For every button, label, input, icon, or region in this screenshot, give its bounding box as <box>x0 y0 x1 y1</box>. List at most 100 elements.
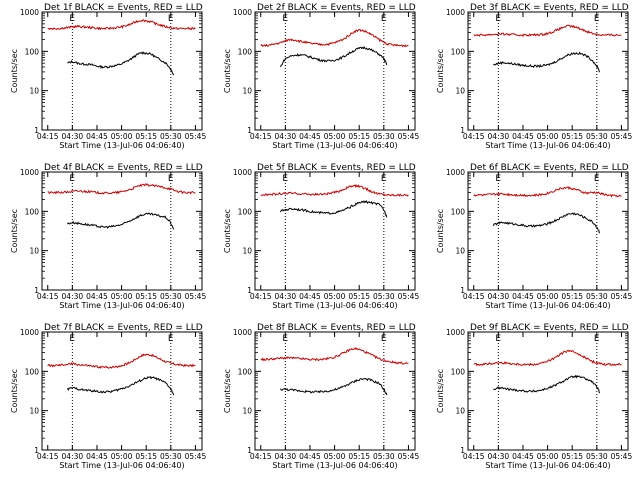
x-tick-label: 05:45 <box>611 452 633 461</box>
panel-det-7: Det 7f BLACK = Events, RED = LLD 1 10 100 10… <box>10 323 206 470</box>
y-tick-label: 100 <box>25 47 40 56</box>
y-tick-label: 1 <box>247 286 252 295</box>
y-tick-label: 1 <box>460 446 465 455</box>
event-marker-label: E <box>381 334 387 344</box>
series-lld <box>47 353 196 369</box>
series-events <box>279 377 388 396</box>
series-lld <box>473 349 622 367</box>
x-tick-label: 04:30 <box>62 452 84 461</box>
x-tick-label: 05:00 <box>537 292 559 301</box>
series-lld <box>260 347 409 365</box>
y-tick-label: 10 <box>455 87 465 96</box>
y-tick-label: 1 <box>247 126 252 135</box>
x-axis-label: Start Time (13-Jul-06 04:06:40) <box>59 301 184 310</box>
panel-det-9: Det 9f BLACK = Events, RED = LLD 1 10 100 10… <box>436 323 632 470</box>
x-tick-label: 05:45 <box>398 452 420 461</box>
x-tick-label: 05:00 <box>537 132 559 141</box>
x-tick-label: 05:30 <box>586 132 608 141</box>
x-tick-label: 05:30 <box>373 292 395 301</box>
y-tick-label: 100 <box>25 207 40 216</box>
x-tick-label: 05:45 <box>185 292 207 301</box>
x-tick-label: 04:45 <box>512 452 534 461</box>
x-tick-label: 04:30 <box>488 132 510 141</box>
y-tick-label: 1000 <box>446 328 465 337</box>
x-axis-label: Start Time (13-Jul-06 04:06:40) <box>59 141 184 150</box>
event-marker-label: E <box>69 14 75 24</box>
event-marker-label: E <box>381 174 387 184</box>
x-axis-label: Start Time (13-Jul-06 04:06:40) <box>485 301 610 310</box>
plot-frame <box>41 11 203 131</box>
event-marker-label: E <box>495 14 501 24</box>
event-marker-label: E <box>168 174 174 184</box>
panel-det-2: Det 2f BLACK = Events, RED = LLD 1 10 100 10… <box>223 3 419 150</box>
y-axis-label: Counts/sec <box>10 209 19 253</box>
y-axis-label: Counts/sec <box>223 49 232 93</box>
chart-title: Det 1f BLACK = Events, RED = LLD <box>44 3 203 13</box>
y-tick-label: 10 <box>29 87 39 96</box>
x-tick-label: 05:00 <box>324 292 346 301</box>
x-axis-label: Start Time (13-Jul-06 04:06:40) <box>59 461 184 470</box>
chart-title: Det 2f BLACK = Events, RED = LLD <box>257 3 416 13</box>
x-axis-label: Start Time (13-Jul-06 04:06:40) <box>485 141 610 150</box>
x-tick-label: 04:15 <box>463 132 485 141</box>
x-tick-label: 04:30 <box>488 452 510 461</box>
panel-det-6: Det 6f BLACK = Events, RED = LLD 1 10 100 10… <box>436 163 632 310</box>
series-events <box>492 212 601 234</box>
panel-det-5: Det 5f BLACK = Events, RED = LLD 1 10 100 10… <box>223 163 419 310</box>
x-tick-label: 04:15 <box>37 452 59 461</box>
x-tick-label: 04:15 <box>463 292 485 301</box>
chart-title: Det 8f BLACK = Events, RED = LLD <box>257 323 416 333</box>
x-tick-label: 05:30 <box>160 132 182 141</box>
x-axis-label: Start Time (13-Jul-06 04:06:40) <box>272 461 397 470</box>
x-tick-label: 05:00 <box>324 132 346 141</box>
panel-det-4: Det 4f BLACK = Events, RED = LLD 1 10 100 10… <box>10 163 206 310</box>
y-tick-label: 1000 <box>20 328 39 337</box>
x-tick-label: 04:45 <box>86 132 108 141</box>
y-tick-label: 1000 <box>20 8 39 17</box>
plot-frame <box>467 11 629 131</box>
x-tick-label: 04:45 <box>299 292 321 301</box>
series-lld <box>260 183 409 197</box>
x-tick-label: 05:45 <box>398 132 420 141</box>
plot-frame <box>467 171 629 291</box>
y-tick-label: 10 <box>455 407 465 416</box>
x-tick-label: 05:30 <box>373 132 395 141</box>
y-tick-label: 10 <box>242 407 252 416</box>
series-events <box>279 45 388 68</box>
x-tick-label: 04:45 <box>512 132 534 141</box>
panel-det-1: Det 1f BLACK = Events, RED = LLD 1 10 100 10… <box>10 3 206 150</box>
event-marker-label: E <box>594 334 600 344</box>
series-events <box>67 212 175 230</box>
x-tick-label: 05:45 <box>611 292 633 301</box>
x-tick-label: 05:15 <box>348 452 370 461</box>
series-events <box>66 375 175 396</box>
chart-title: Det 7f BLACK = Events, RED = LLD <box>44 323 203 333</box>
chart-title: Det 4f BLACK = Events, RED = LLD <box>44 163 203 173</box>
x-tick-label: 05:00 <box>111 132 133 141</box>
event-marker-label: E <box>495 174 501 184</box>
x-tick-label: 04:15 <box>250 292 272 301</box>
x-tick-label: 04:45 <box>299 452 321 461</box>
y-tick-label: 1000 <box>20 168 39 177</box>
y-tick-label: 1000 <box>446 168 465 177</box>
chart-title: Det 9f BLACK = Events, RED = LLD <box>470 323 629 333</box>
y-tick-label: 1000 <box>446 8 465 17</box>
y-axis-label: Counts/sec <box>436 209 445 253</box>
plot-frame <box>254 11 416 131</box>
y-axis-label: Counts/sec <box>223 209 232 253</box>
x-tick-label: 05:15 <box>135 292 157 301</box>
panel-det-8: Det 8f BLACK = Events, RED = LLD 1 10 100 10… <box>223 323 419 470</box>
x-tick-label: 05:00 <box>111 292 133 301</box>
event-marker-label: E <box>594 174 600 184</box>
x-tick-label: 05:30 <box>373 452 395 461</box>
y-tick-label: 100 <box>238 207 253 216</box>
y-tick-label: 10 <box>29 407 39 416</box>
x-tick-label: 04:45 <box>86 292 108 301</box>
x-tick-label: 05:30 <box>160 452 182 461</box>
x-tick-label: 04:45 <box>512 292 534 301</box>
x-tick-label: 04:15 <box>37 132 59 141</box>
x-tick-label: 04:30 <box>488 292 510 301</box>
y-axis-label: Counts/sec <box>436 49 445 93</box>
series-lld <box>47 19 196 31</box>
